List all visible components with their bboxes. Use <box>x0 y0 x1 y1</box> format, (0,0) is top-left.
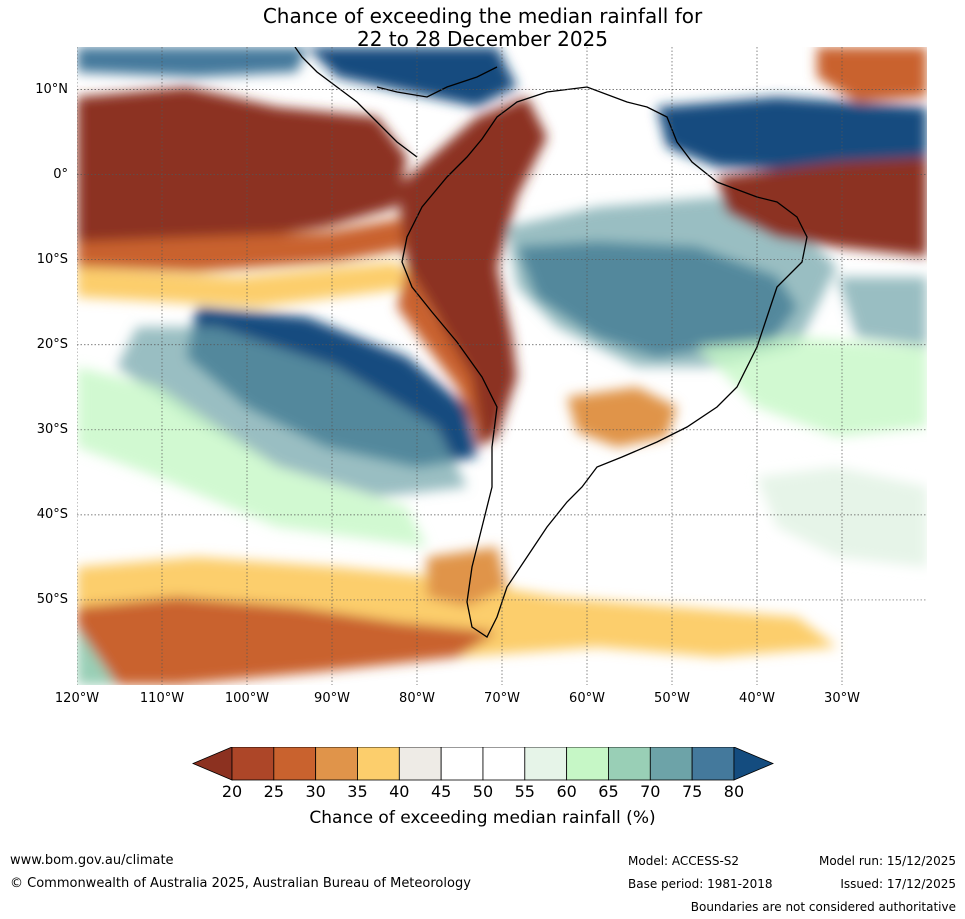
issued-date: Issued: 17/12/2025 <box>840 877 956 891</box>
lat-tick-label: 10°N <box>35 81 68 97</box>
dry-region-equatorial-atlantic <box>717 157 927 257</box>
colorbar-box <box>357 747 400 781</box>
lon-tick-label: 120°W <box>54 691 100 706</box>
lat-tick-label: 0° <box>53 166 68 182</box>
base-period: Base period: 1981-2018 <box>628 877 773 891</box>
lat-tick-label: 10°S <box>36 251 68 267</box>
colorbar-title: Chance of exceeding median rainfall (%) <box>309 808 656 828</box>
wet-fringe-south-pacific <box>117 327 467 497</box>
colorbar-box <box>649 747 693 781</box>
colorbar-box <box>524 747 568 781</box>
moist-region-southeast-pacific <box>77 627 117 685</box>
lon-tick-label: 60°W <box>569 691 605 706</box>
boundaries-disclaimer: Boundaries are not considered authoritat… <box>690 900 956 914</box>
dry-region-patagonia <box>427 547 507 607</box>
colorbar-level-label: 65 <box>598 782 619 801</box>
colorbar-box <box>273 747 317 781</box>
probability-field <box>77 47 927 685</box>
coastline-central-america <box>294 47 418 158</box>
lat-tick-label: 20°S <box>36 336 68 352</box>
colorbar-level-label: 20 <box>221 782 243 801</box>
coastline <box>294 47 808 638</box>
dry-core-southern-ocean <box>77 597 497 685</box>
lon-tick-label: 110°W <box>139 691 185 706</box>
colorbar-under-arrow <box>192 747 233 781</box>
colorbar-box <box>398 747 442 781</box>
dry-region-la-plata <box>567 387 677 447</box>
wet-region-equatorial-atlantic <box>657 97 927 172</box>
colorbar-level-label: 40 <box>389 782 410 801</box>
colorbar-level-label: 25 <box>263 782 284 801</box>
lon-tick-label: 30°W <box>824 691 860 706</box>
lon-tick-label: 40°W <box>739 691 775 706</box>
lat-tick-label: 40°S <box>36 506 68 522</box>
colorbar-level-label: 75 <box>681 782 703 801</box>
colorbar-level-label: 80 <box>723 782 745 801</box>
colorbar-box <box>231 747 275 781</box>
wet-region-caribbean <box>307 47 517 107</box>
copyright-text: © Commonwealth of Australia 2025, Austra… <box>10 876 471 891</box>
lon-tick-label: 90°W <box>314 691 350 706</box>
dry-fringe-andes <box>397 267 482 447</box>
dry-region-andes <box>397 97 547 447</box>
colorbar-level-label: 55 <box>514 782 535 801</box>
wet-region-south-atlantic <box>837 277 927 347</box>
website-link[interactable]: www.bom.gov.au/climate <box>10 853 174 868</box>
lon-tick-label: 100°W <box>224 691 270 706</box>
colorbar-box <box>608 747 651 781</box>
colorbar-level-label: 35 <box>347 782 368 801</box>
dry-region-tropical-north-atlantic <box>817 47 927 102</box>
coastline-south-america <box>401 86 808 638</box>
colorbar-over-arrow <box>733 747 774 781</box>
dry-region-eastern-pacific <box>77 87 407 247</box>
colorbar-box <box>691 747 735 781</box>
lat-tick-label: 50°S <box>36 591 68 607</box>
moist-region-south-atlantic <box>697 337 927 437</box>
colorbar-box <box>482 747 526 781</box>
colorbar-level-label: 50 <box>472 782 494 801</box>
moist-fringe-south-pacific <box>77 367 427 547</box>
map-canvas <box>77 47 927 685</box>
lon-tick-label: 80°W <box>399 691 435 706</box>
colorbar-level-label: 30 <box>305 782 326 801</box>
colorbar-box <box>315 747 358 781</box>
lon-tick-label: 70°W <box>484 691 520 706</box>
colorbar-level-label: 70 <box>640 782 661 801</box>
map-title-line-1: Chance of exceeding the median rainfall … <box>262 4 703 28</box>
lat-tick-label: 30°S <box>36 421 68 437</box>
wet-region-north-pacific <box>77 47 307 77</box>
model-run-date: Model run: 15/12/2025 <box>818 854 956 868</box>
colorbar-level-label: 60 <box>556 782 577 801</box>
colorbar-level-label: 45 <box>430 782 452 801</box>
lon-tick-label: 50°W <box>654 691 690 706</box>
map-gridlines <box>77 47 927 685</box>
map-title-line-2: 22 to 28 December 2025 <box>356 27 608 51</box>
rainfall-probability-map <box>77 47 927 685</box>
colorbar <box>192 747 774 781</box>
colorbar-box <box>566 747 609 781</box>
coastline-caribbean <box>376 66 498 98</box>
colorbar-box <box>440 747 484 781</box>
model-name: Model: ACCESS-S2 <box>628 854 740 868</box>
